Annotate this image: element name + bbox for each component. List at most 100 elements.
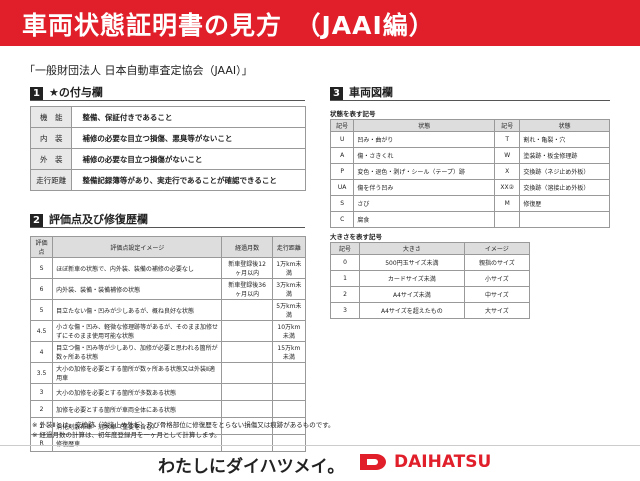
cell: 0 xyxy=(330,254,360,271)
cell: 4 xyxy=(29,341,54,363)
column-header: 記号 xyxy=(330,242,360,255)
page-title: 車両状態証明書の見方 （JAAI編） xyxy=(22,11,435,40)
cell: 親指のサイズ xyxy=(463,254,531,271)
table-row: 3 A4サイズを超えたもの 大サイズ xyxy=(330,302,531,319)
cell: 目立つ傷・凹み等が少しあり、加修が必要と思われる箇所が数ヶ所ある状態 xyxy=(52,341,223,363)
column-header: 経過月数 xyxy=(221,236,273,258)
cell: 小さな傷・凹み、軽微な修理跡等があるが、そのまま加修せずにそのまま使用可能な状態 xyxy=(52,320,223,342)
table-row: 5 目立たない傷・凹みが少しあるが、概ね良好な状態 5万km未満 xyxy=(29,299,307,321)
cell: カードサイズ未満 xyxy=(358,270,465,287)
cell xyxy=(519,211,610,228)
cell: 機 能 xyxy=(29,106,73,128)
cell: 整備記録簿等があり、実走行であることが確認できること xyxy=(71,169,306,191)
cell: 3 xyxy=(330,302,360,319)
cell xyxy=(221,299,273,321)
cell: X xyxy=(494,163,521,180)
subtitle: 「一般財団法人 日本自動車査定協会（JAAI）」 xyxy=(24,64,253,77)
column-header: 走行距離 xyxy=(271,236,307,258)
cell: 大小の加修を必要とする箇所が数ヶ所ある状態又は外装Ⅱ適用車 xyxy=(52,362,223,384)
cell: 2 xyxy=(29,400,54,418)
cell: 2 xyxy=(330,286,360,303)
cell: UA xyxy=(329,179,355,196)
cell xyxy=(271,362,307,384)
cell: 5万km未満 xyxy=(271,299,307,321)
cell: 内 装 xyxy=(29,127,73,149)
table-row: 0 500円玉サイズ未満 親指のサイズ xyxy=(330,254,531,271)
cell: 外 装 xyxy=(29,148,73,170)
cell: 傷を伴う凹み xyxy=(353,179,496,196)
table-row: S さび M 修復歴 xyxy=(329,195,610,212)
section-number: 1 xyxy=(30,87,43,100)
cell: 交換跡（溶接止め外板） xyxy=(519,179,610,196)
section-title: 車両図欄 xyxy=(349,86,393,99)
cell: 3万km未満 xyxy=(271,278,307,300)
cell: U xyxy=(329,131,355,148)
cell: 新車登録後36ヶ月以内 xyxy=(221,278,273,300)
table-row: 2 加修を必要とする箇所が車両全体にある状態 xyxy=(29,400,307,418)
cell: 3 xyxy=(29,383,54,401)
cell: 3.5 xyxy=(29,362,54,384)
grade-table: 評価点 評価点設定イメージ 経過月数 走行距離 S ほぼ新車の状態で、内外装、装備の補修の… xyxy=(29,236,307,452)
cell: 凹み・曲がり xyxy=(353,131,496,148)
cell: P xyxy=(329,163,355,180)
table-row: 走行距離 整備記録簿等があり、実走行であることが確認できること xyxy=(29,169,306,191)
cell: A xyxy=(329,147,355,164)
table-row: 内 装補修の必要な目立つ損傷、悪臭等がないこと xyxy=(29,127,306,149)
cell xyxy=(271,400,307,418)
brand-logo xyxy=(360,454,386,470)
cell: 1 xyxy=(330,270,360,287)
section-number: 2 xyxy=(30,214,43,227)
table-row: 3.5 大小の加修を必要とする箇所が数ヶ所ある状態又は外装Ⅱ適用車 xyxy=(29,362,307,384)
cell xyxy=(494,211,521,228)
column-header: 評価点設定イメージ xyxy=(52,236,223,258)
header-row: 記号 大きさ イメージ xyxy=(330,242,531,255)
header-band: 車両状態証明書の見方 （JAAI編） xyxy=(0,0,640,46)
section-title: 評価点及び修復歴欄 xyxy=(49,213,148,226)
cell: 1万km未満 xyxy=(271,257,307,279)
cell: XX② xyxy=(494,179,521,196)
table-row: A 傷・さきくれ W 塗装跡・板金修理跡 xyxy=(329,147,610,164)
cell xyxy=(221,400,273,418)
table-row: 2 A4サイズ未満 中サイズ xyxy=(330,286,531,303)
table-row: S ほぼ新車の状態で、内外装、装備の補修の必要なし 新車登録後12ヶ月以内 1万km未… xyxy=(29,257,307,279)
brand-name: DAIHATSU xyxy=(394,452,492,472)
cell: 4.5 xyxy=(29,320,54,342)
column-header: 評価点 xyxy=(29,236,54,258)
cell: 新車登録後12ヶ月以内 xyxy=(221,257,273,279)
table-row: 1 カードサイズ未満 小サイズ xyxy=(330,270,531,287)
cell: 交換跡（ネジ止め外板） xyxy=(519,163,610,180)
column-header: 状態 xyxy=(519,119,610,132)
cell: T xyxy=(494,131,521,148)
cell: 加修を必要とする箇所が車両全体にある状態 xyxy=(52,400,223,418)
cell xyxy=(221,383,273,401)
footer xyxy=(0,445,640,481)
column-header: イメージ xyxy=(463,242,531,255)
cell: W xyxy=(494,147,521,164)
table-row: C 腐食 xyxy=(329,211,610,228)
cell: ほぼ新車の状態で、内外装、装備の補修の必要なし xyxy=(52,257,223,279)
cell: 10万km未満 xyxy=(271,320,307,342)
note: ※ 経過月数の計算は、初年度登録月を一ヶ月として計算します。 xyxy=(32,431,221,439)
cell: 5 xyxy=(29,299,54,321)
table-row: 3 大小の加修を必要とする箇所が多数ある状態 xyxy=(29,383,307,401)
size-table: 記号 大きさ イメージ 0 500円玉サイズ未満 親指のサイズ 1 カードサイズ未満 小サイズ 2… xyxy=(330,242,531,319)
cell xyxy=(221,362,273,384)
column-header: 記号 xyxy=(329,119,355,132)
table-row: R 修復歴車 xyxy=(29,434,307,452)
logo-mark xyxy=(360,454,386,470)
cell: 割れ・亀裂・穴 xyxy=(519,131,610,148)
star-table: 機 能整備、保証付きであること内 装補修の必要な目立つ損傷、悪臭等がないこと外 … xyxy=(29,106,306,191)
section-title: ★の付与欄 xyxy=(49,86,103,99)
cell: 走行距離 xyxy=(29,169,73,191)
cell: S xyxy=(329,195,355,212)
table-row: 4.5 小さな傷・凹み、軽微な修理跡等があるが、そのまま加修せずにそのまま使用可能… xyxy=(29,320,307,342)
cell: C xyxy=(329,211,355,228)
cell xyxy=(221,341,273,363)
cell: 補修の必要な目立つ損傷、悪臭等がないこと xyxy=(71,127,306,149)
table-row: 6 内外装、装備・装備補修の状態 新車登録後36ヶ月以内 3万km未満 xyxy=(29,278,307,300)
cell: 小サイズ xyxy=(463,270,531,287)
note: ※ 外装Ⅱとは、交換跡（溶接止め外板）及び骨格部位に修復歴をとらない損傷又は痕跡… xyxy=(32,421,335,429)
cell: 大サイズ xyxy=(463,302,531,319)
cell xyxy=(271,434,307,452)
